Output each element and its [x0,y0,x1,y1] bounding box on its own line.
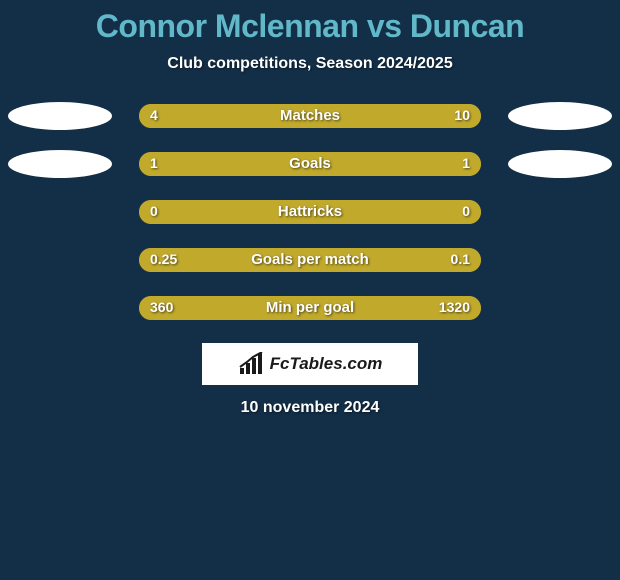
stat-row: Matches410 [0,103,620,129]
stat-rows: Matches410 Goals11 Hattricks00 Goals per ma… [0,103,620,321]
bars-icon [238,352,266,376]
page-title: Connor Mclennan vs Duncan [0,0,620,45]
stat-bar-track [139,200,481,224]
stat-bar-track [139,104,481,128]
stat-bar-left-fill [139,248,382,272]
stat-bar-left-fill [139,296,211,320]
stat-bar-left-fill [139,200,310,224]
stat-row: Hattricks00 [0,199,620,225]
stat-row: Min per goal3601320 [0,295,620,321]
stat-bar-track [139,248,481,272]
player-left-ellipse [8,150,112,178]
stat-row: Goals per match0.250.1 [0,247,620,273]
stat-bar-right-fill [310,152,481,176]
stat-bar-right-fill [211,296,481,320]
player-right-ellipse [508,150,612,178]
stat-bar-left-fill [139,152,310,176]
brand-box: FcTables.com [202,343,418,385]
brand-text: FcTables.com [270,354,383,374]
stat-bar-track [139,152,481,176]
player-left-ellipse [8,102,112,130]
date-text: 10 november 2024 [0,399,620,417]
stat-bar-track [139,296,481,320]
stat-bar-right-fill [382,248,481,272]
stat-bar-left-fill [139,104,235,128]
player-right-ellipse [508,102,612,130]
stat-row: Goals11 [0,151,620,177]
stat-bar-right-fill [235,104,481,128]
comparison-infographic: Connor Mclennan vs Duncan Club competiti… [0,0,620,580]
stat-bar-right-fill [310,200,481,224]
subtitle: Club competitions, Season 2024/2025 [0,55,620,73]
